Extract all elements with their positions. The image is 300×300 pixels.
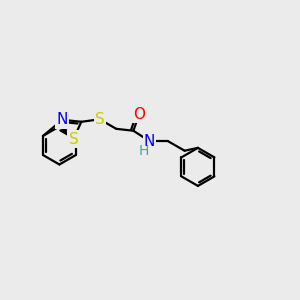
Text: S: S [95, 112, 105, 127]
Text: O: O [133, 107, 145, 122]
Text: N: N [144, 134, 155, 149]
Text: N: N [57, 112, 68, 127]
Text: S: S [69, 132, 78, 147]
Text: H: H [139, 144, 149, 158]
